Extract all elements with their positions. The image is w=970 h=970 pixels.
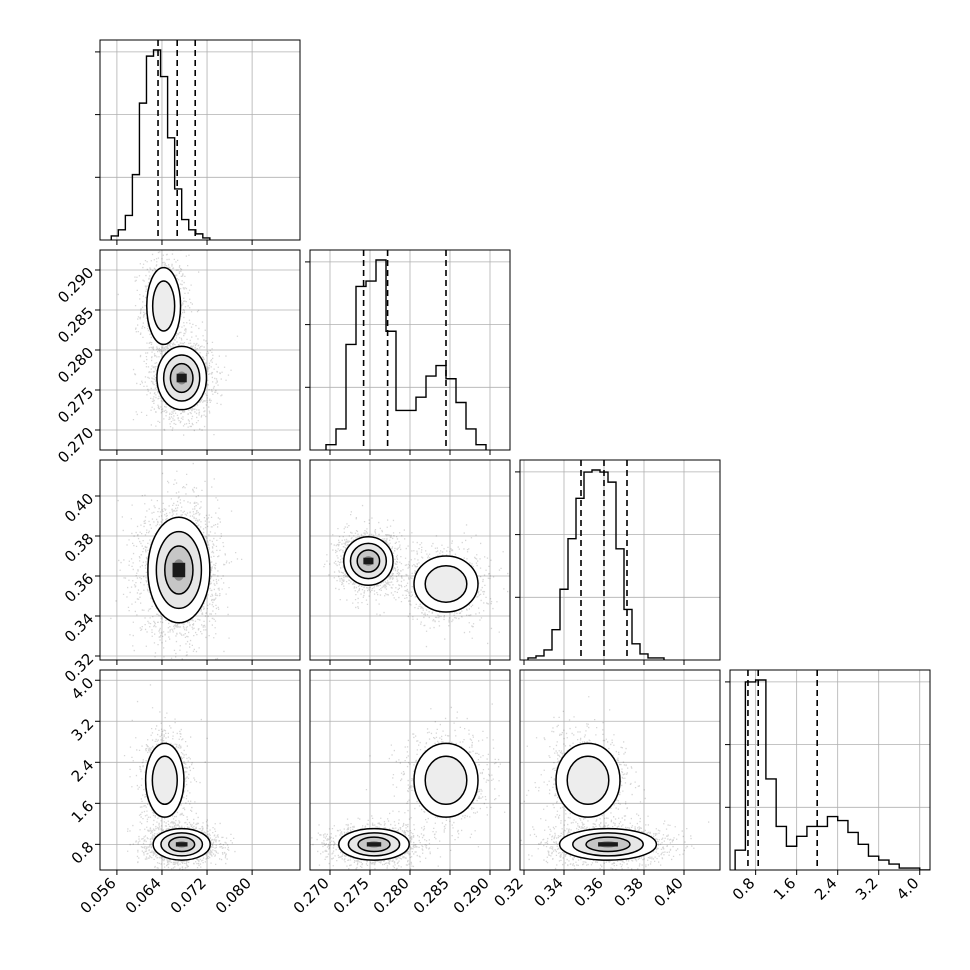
histogram-step bbox=[527, 469, 665, 660]
contour-line bbox=[146, 266, 182, 346]
contour-line bbox=[555, 742, 621, 818]
density-peak bbox=[175, 842, 188, 847]
histogram-step bbox=[325, 259, 487, 450]
x-tick-label: 0.40 bbox=[650, 874, 686, 910]
x-tick-label: 0.34 bbox=[530, 874, 566, 910]
panel-frame bbox=[519, 669, 721, 871]
panel-frame bbox=[99, 459, 301, 661]
density-panel-2-0: 0.320.340.360.380.40 bbox=[61, 459, 301, 686]
y-tick-label: 2.4 bbox=[68, 756, 98, 786]
y-tick-label: 3.2 bbox=[68, 715, 98, 745]
contour-line bbox=[338, 827, 410, 861]
density-content bbox=[311, 703, 506, 870]
density-shade bbox=[152, 756, 178, 805]
contour-line bbox=[558, 827, 658, 861]
y-tick-label: 0.40 bbox=[61, 490, 97, 526]
density-peak bbox=[363, 557, 374, 565]
contour-line bbox=[144, 742, 185, 818]
contour-line bbox=[349, 542, 388, 580]
contour-line bbox=[152, 827, 211, 861]
contour-line bbox=[357, 836, 391, 853]
panel-frame bbox=[729, 669, 931, 871]
contour-line bbox=[424, 565, 468, 603]
y-tick-label: 0.285 bbox=[54, 304, 97, 347]
contour-line bbox=[413, 555, 479, 613]
x-tick-label: 3.2 bbox=[852, 874, 882, 904]
y-tick-label: 0.8 bbox=[68, 838, 98, 868]
x-tick-label: 0.280 bbox=[370, 874, 413, 917]
histogram-step bbox=[734, 679, 930, 870]
x-tick-label: 0.275 bbox=[330, 874, 373, 917]
panel-frame bbox=[99, 39, 301, 241]
x-tick-label: 0.270 bbox=[290, 874, 333, 917]
contour-line bbox=[151, 280, 176, 332]
y-tick-label: 0.280 bbox=[54, 344, 97, 387]
contour-line bbox=[169, 362, 194, 394]
panel-frame bbox=[99, 669, 301, 871]
x-tick-label: 2.4 bbox=[811, 874, 841, 904]
x-tick-label: 1.6 bbox=[770, 874, 800, 904]
contour-line bbox=[160, 832, 204, 857]
x-tick-label: 0.32 bbox=[490, 874, 526, 910]
density-panel-3-2: 0.32 0.34 0.36 0.38 0.40 bbox=[490, 669, 721, 910]
density-peak bbox=[598, 842, 618, 847]
hist-panel-2 bbox=[515, 459, 721, 665]
scatter-points bbox=[117, 250, 239, 436]
density-peak bbox=[172, 562, 186, 578]
contour-line bbox=[347, 832, 401, 857]
y-tick-label: 0.275 bbox=[54, 384, 97, 427]
density-shade bbox=[425, 756, 467, 805]
contour-line bbox=[413, 742, 479, 818]
contour-line bbox=[147, 516, 211, 624]
contour-line bbox=[162, 354, 201, 402]
x-tick-label: 0.8 bbox=[729, 874, 759, 904]
y-tick-label: 0.38 bbox=[61, 530, 97, 566]
contour-line bbox=[343, 536, 394, 586]
hist-panel-1 bbox=[305, 249, 511, 455]
density-content bbox=[117, 250, 239, 436]
y-tick-label: 0.34 bbox=[61, 610, 97, 646]
contour-line bbox=[566, 755, 610, 806]
contour-line bbox=[155, 530, 203, 610]
density-content bbox=[323, 504, 509, 648]
contour-line bbox=[424, 755, 468, 806]
y-tick-label: 0.36 bbox=[61, 570, 97, 606]
x-tick-label: 0.056 bbox=[77, 874, 120, 917]
x-tick-label: 0.36 bbox=[570, 874, 606, 910]
x-tick-label: 0.290 bbox=[450, 874, 493, 917]
panel-frame bbox=[519, 459, 721, 661]
contour-line bbox=[151, 755, 178, 806]
contour-line bbox=[572, 832, 644, 857]
contour-line bbox=[156, 345, 208, 411]
y-tick-label: 1.6 bbox=[68, 797, 98, 827]
density-panel-2-1 bbox=[309, 459, 511, 665]
density-content bbox=[123, 684, 236, 870]
contour-line bbox=[585, 836, 631, 853]
x-tick-label: 0.072 bbox=[167, 874, 210, 917]
density-peak bbox=[366, 842, 382, 847]
contour-line bbox=[356, 549, 381, 573]
y-tick-label: 0.290 bbox=[54, 264, 97, 307]
hist-panel-0 bbox=[95, 39, 301, 245]
x-tick-label: 4.0 bbox=[893, 874, 923, 904]
x-tick-label: 0.38 bbox=[610, 874, 646, 910]
x-tick-label: 0.080 bbox=[212, 874, 255, 917]
x-tick-label: 0.064 bbox=[122, 874, 165, 917]
density-shade bbox=[425, 565, 467, 603]
contour-line bbox=[167, 836, 196, 853]
y-tick-label: 0.270 bbox=[54, 424, 97, 467]
density-shade bbox=[152, 281, 175, 331]
hist-panel-3: 0.8 1.6 2.4 3.2 4.0 bbox=[725, 669, 931, 904]
density-content bbox=[110, 462, 243, 660]
density-peak bbox=[176, 373, 187, 383]
contour-line bbox=[164, 545, 194, 595]
x-tick-label: 0.285 bbox=[410, 874, 453, 917]
density-content bbox=[520, 696, 710, 870]
density-shade bbox=[567, 756, 609, 805]
